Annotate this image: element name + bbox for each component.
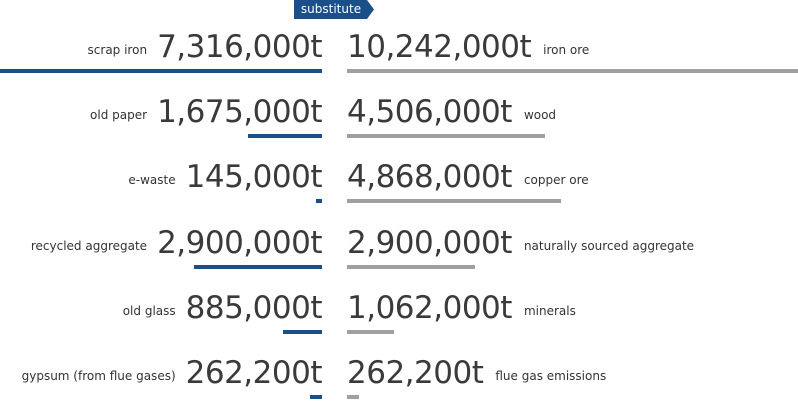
comparison-row: old paper 1,675,000t 4,506,000t wood — [0, 86, 798, 151]
primary-label: naturally sourced aggregate — [523, 238, 695, 253]
primary-label: iron ore — [543, 43, 590, 57]
substitute-bar — [194, 264, 322, 269]
primary-cell: 4,506,000t wood — [347, 86, 556, 130]
substitute-label: e-waste — [128, 173, 176, 188]
substitute-label: recycled aggregate — [30, 238, 148, 253]
substitute-cell: scrap iron 7,316,000t — [87, 21, 323, 65]
substitute-value: 145,000t — [185, 159, 323, 196]
primary-cell: 1,062,000t minerals — [347, 282, 576, 326]
badge-label: substitute — [300, 2, 362, 16]
comparison-row: scrap iron 7,316,000t 10,242,000t iron ore — [0, 21, 798, 86]
primary-value: 4,868,000t — [347, 159, 512, 196]
comparison-row: gypsum (from flue gases) 262,200t 262,200t… — [0, 347, 798, 412]
substitute-cell: gypsum (from flue gases) 262,200t — [21, 347, 323, 391]
primary-bar — [347, 329, 394, 334]
substitute-value: 262,200t — [185, 355, 323, 391]
primary-label: copper ore — [523, 173, 589, 188]
substitute-cell: old paper 1,675,000t — [90, 86, 322, 130]
primary-label: wood — [523, 108, 557, 123]
primary-cell: 262,200t flue gas emissions — [347, 347, 606, 391]
substitute-cell: recycled aggregate 2,900,000t — [30, 217, 323, 261]
badge-arrow-shape — [294, 0, 374, 19]
primary-cell: 4,868,000t copper ore — [347, 151, 589, 195]
substitute-label: old paper — [90, 108, 148, 123]
primary-bar — [347, 395, 359, 399]
substitute-bar — [310, 395, 322, 399]
substitute-bar — [248, 134, 322, 139]
primary-bar — [347, 199, 562, 204]
primary-bar — [347, 69, 798, 73]
substitute-value: 885,000t — [185, 289, 323, 326]
comparison-chart: scrap iron 7,316,000t 10,242,000t iron ore o… — [0, 21, 798, 399]
substitute-bar — [283, 329, 322, 334]
primary-cell: 10,242,000t iron ore — [347, 21, 589, 65]
substitute-value: 2,900,000t — [157, 224, 322, 261]
substitute-label: old glass — [122, 303, 176, 318]
primary-bar — [347, 264, 475, 269]
primary-bar — [347, 134, 546, 139]
substitute-value: 7,316,000t — [157, 29, 322, 65]
substitute-bar — [315, 199, 322, 204]
comparison-row: old glass 885,000t 1,062,000t minerals — [0, 282, 798, 347]
primary-value: 2,900,000t — [347, 224, 512, 261]
primary-value: 262,200t — [347, 355, 484, 391]
comparison-row: recycled aggregate 2,900,000t 2,900,000t na… — [0, 217, 798, 282]
primary-value: 4,506,000t — [347, 94, 512, 131]
primary-label: flue gas emissions — [495, 369, 607, 383]
primary-value: 1,062,000t — [347, 289, 512, 326]
substitute-bar — [0, 69, 322, 73]
primary-cell: 2,900,000t naturally sourced aggregate — [347, 217, 694, 261]
primary-label: minerals — [523, 303, 576, 318]
substitute-cell: old glass 885,000t — [122, 282, 323, 326]
primary-value: 10,242,000t — [347, 29, 532, 65]
substitute-value: 1,675,000t — [157, 94, 322, 131]
substitute-label: gypsum (from flue gases) — [21, 369, 176, 383]
substitute-badge: substitute — [294, 0, 374, 19]
substitute-cell: e-waste 145,000t — [128, 151, 322, 195]
comparison-row: e-waste 145,000t 4,868,000t copper ore — [0, 151, 798, 216]
substitute-label: scrap iron — [87, 43, 148, 57]
